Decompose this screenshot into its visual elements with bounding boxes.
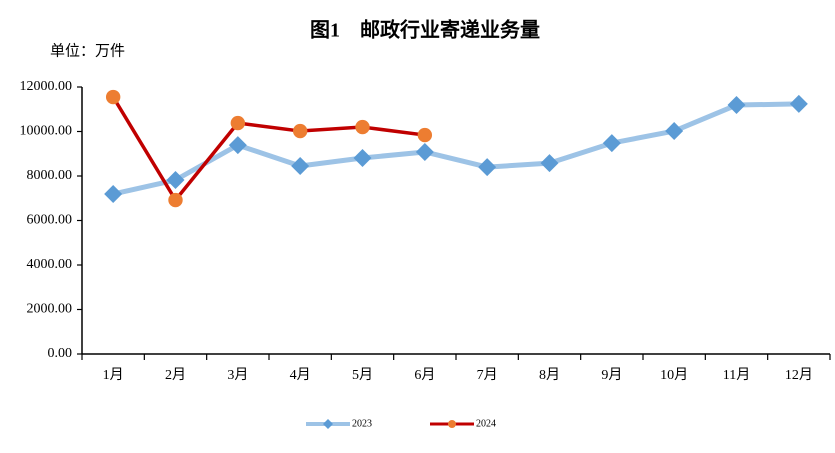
data-point xyxy=(353,148,372,167)
chart-title: 图1 邮政行业寄递业务量 xyxy=(310,18,540,42)
data-point xyxy=(166,171,185,190)
data-point xyxy=(230,115,246,131)
data-point xyxy=(292,123,308,139)
data-point xyxy=(104,185,123,204)
y-tick-label: 2000.00 xyxy=(27,302,73,317)
y-tick-label: 10000.00 xyxy=(20,124,73,139)
x-tick-label: 11月 xyxy=(723,367,750,383)
x-tick-label: 12月 xyxy=(785,367,813,383)
x-tick-label: 2月 xyxy=(165,367,186,383)
x-tick-label: 8月 xyxy=(539,367,560,383)
data-point xyxy=(665,122,684,141)
data-point xyxy=(105,89,121,105)
unit-label: 单位：万件 xyxy=(50,42,125,59)
legend-label: 2023 xyxy=(352,418,372,429)
data-point xyxy=(415,142,434,161)
data-point xyxy=(228,136,247,155)
x-tick-label: 4月 xyxy=(290,367,311,383)
data-point xyxy=(168,192,183,208)
x-tick-label: 7月 xyxy=(477,367,498,383)
x-tick-label: 10月 xyxy=(660,367,688,383)
data-point xyxy=(602,134,621,153)
data-point xyxy=(291,156,310,175)
y-tick-label: 6000.00 xyxy=(27,213,73,228)
data-point xyxy=(417,127,433,143)
x-tick-label: 9月 xyxy=(601,367,622,383)
data-point xyxy=(789,94,808,113)
data-point xyxy=(727,96,746,115)
y-tick-label: 4000.00 xyxy=(27,257,73,272)
y-tick-label: 0.00 xyxy=(48,346,73,361)
data-point xyxy=(478,158,497,177)
x-tick-label: 6月 xyxy=(414,367,435,383)
x-tick-label: 5月 xyxy=(352,367,373,383)
data-point xyxy=(355,119,370,135)
legend-label: 2024 xyxy=(476,418,496,429)
legend-marker xyxy=(323,419,333,429)
x-tick-label: 3月 xyxy=(227,367,248,383)
x-tick-label: 1月 xyxy=(103,367,124,383)
series-line xyxy=(112,101,799,197)
legend-marker xyxy=(448,420,456,428)
data-point xyxy=(540,154,559,173)
y-tick-label: 8000.00 xyxy=(27,168,73,183)
series-line xyxy=(111,96,426,202)
y-tick-label: 12000.00 xyxy=(20,79,73,94)
